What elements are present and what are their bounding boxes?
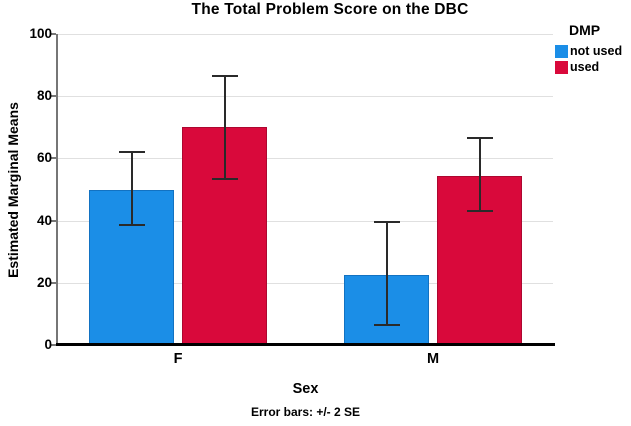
y-tick-label: 0 <box>44 337 52 352</box>
x-axis-baseline <box>56 343 555 346</box>
gridline-80 <box>58 96 553 98</box>
legend-swatch <box>555 44 568 58</box>
error-bar-cap <box>118 224 145 227</box>
y-tick-label: 20 <box>36 274 52 290</box>
gridline-20 <box>58 282 553 284</box>
legend-title: DMP <box>569 22 601 38</box>
error-bar-cap <box>466 137 493 140</box>
y-tick-mark <box>50 157 56 160</box>
x-tick-label-F: F <box>173 351 183 367</box>
error-bar-cap <box>466 210 493 213</box>
error-bars-note: Error bars: +/- 2 SE <box>250 405 361 419</box>
x-tick-label-M: M <box>426 351 440 367</box>
error-bar-line <box>385 222 388 325</box>
error-bar-cap <box>373 323 400 326</box>
y-tick-label: 80 <box>36 88 52 104</box>
gridline-60 <box>58 158 553 160</box>
error-bar-cap <box>118 151 145 154</box>
legend-item-not-used: not used <box>555 44 622 58</box>
error-bar-line <box>130 152 133 226</box>
legend-item-used: used <box>555 60 622 74</box>
y-tick-label: 40 <box>36 212 52 228</box>
gridline-100 <box>58 34 553 35</box>
bar-M-used <box>437 175 522 345</box>
y-tick-mark <box>50 33 56 35</box>
y-tick-mark <box>50 344 56 346</box>
chart-title: The Total Problem Score on the DBC <box>191 1 469 18</box>
y-tick-mark <box>50 219 56 222</box>
error-bar-line <box>478 138 481 212</box>
y-tick-label: 100 <box>29 26 52 41</box>
y-tick-mark <box>50 95 56 98</box>
gridline-40 <box>58 220 553 222</box>
error-bar-cap <box>373 221 400 224</box>
y-axis-line <box>56 34 58 345</box>
y-tick-mark <box>50 281 56 284</box>
y-tick-label: 60 <box>36 150 52 166</box>
legend-item-label: not used <box>570 44 623 58</box>
legend-swatch <box>555 60 568 74</box>
error-bar-cap <box>211 74 238 77</box>
x-axis-title: Sex <box>292 381 319 397</box>
legend-item-label: used <box>570 60 600 74</box>
error-bar-line <box>223 75 226 179</box>
plot-area <box>58 34 553 345</box>
legend-items: not used used <box>555 44 622 74</box>
legend: DMP not used used <box>555 22 622 76</box>
error-bar-cap <box>211 177 238 180</box>
